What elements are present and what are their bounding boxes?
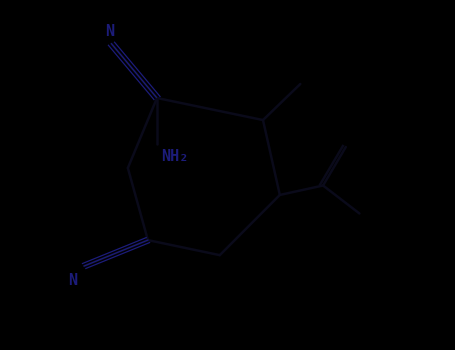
Text: NH₂: NH₂ — [162, 149, 189, 164]
Text: N: N — [68, 273, 77, 288]
Text: N: N — [105, 23, 114, 38]
